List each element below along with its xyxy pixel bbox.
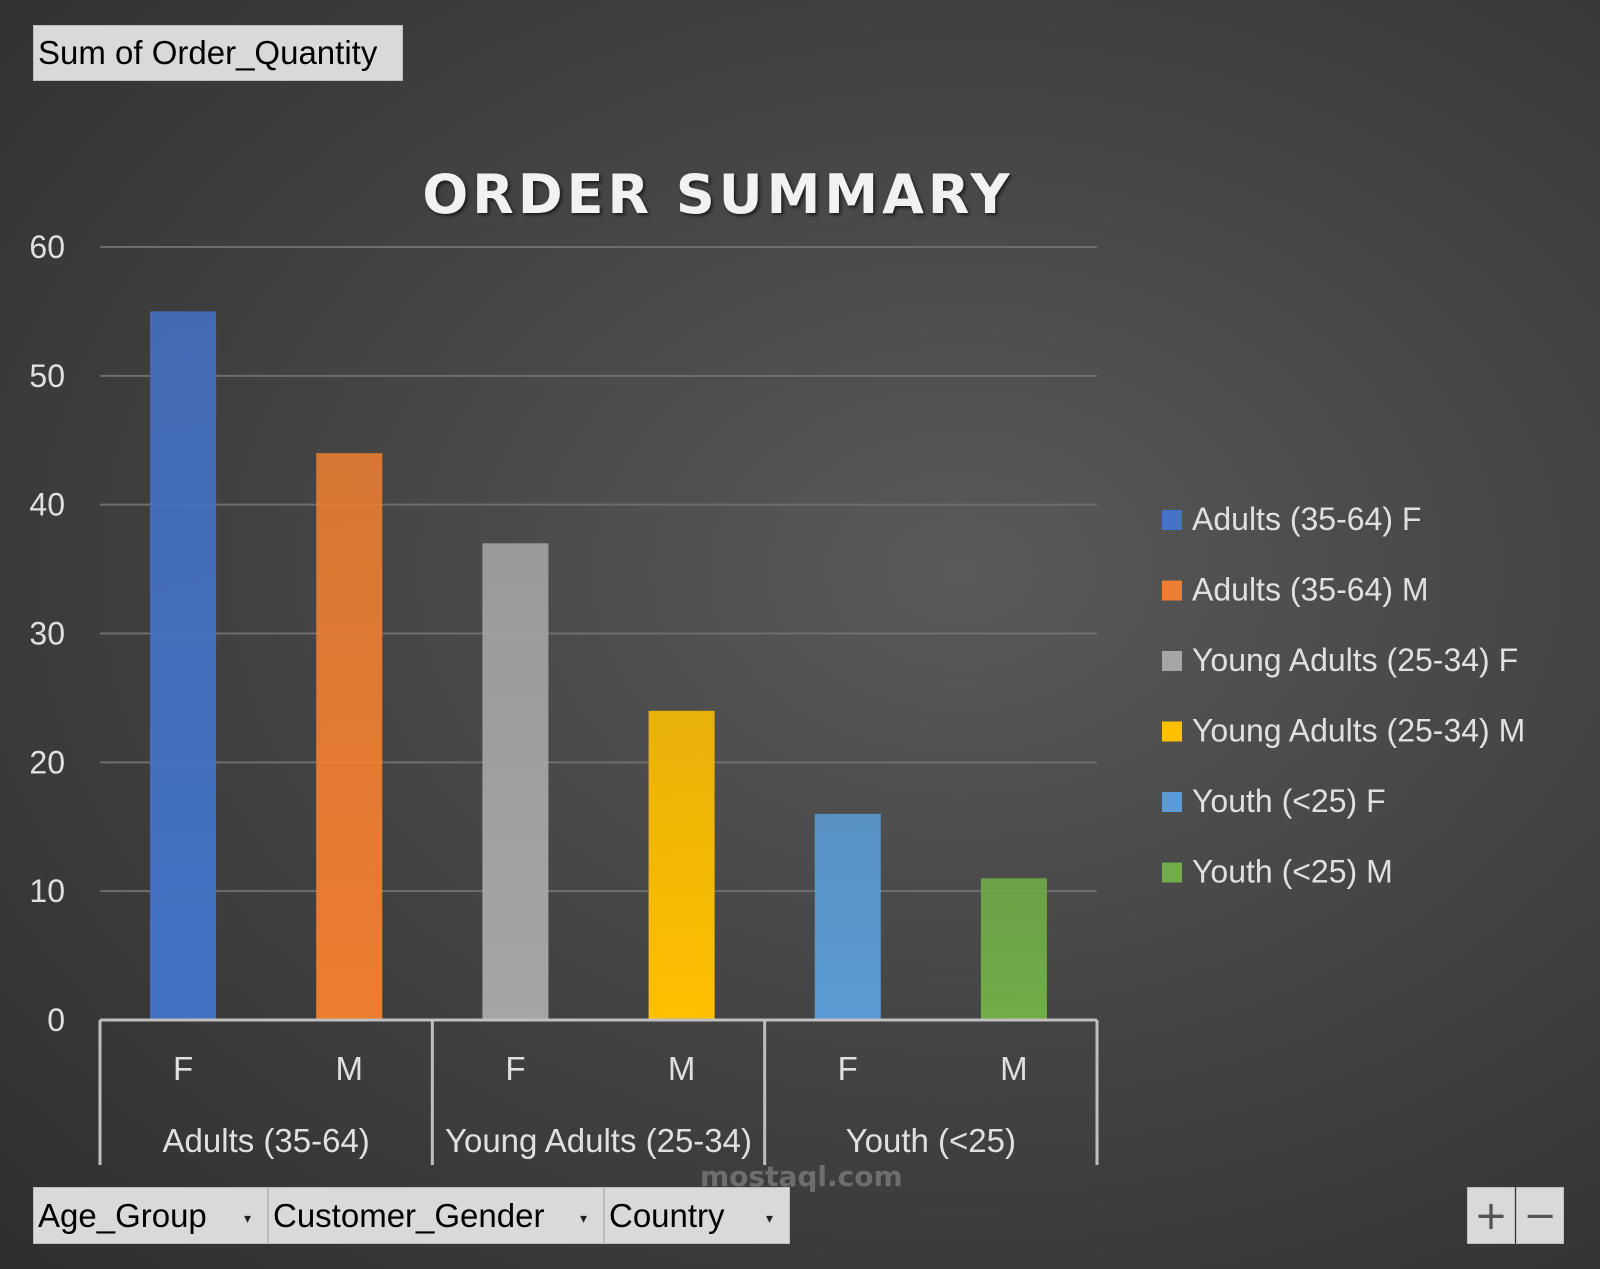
bar-highlight: [814, 813, 881, 1020]
legend: Adults (35-64) F Adults (35-64) M Young Ad…: [1162, 501, 1525, 890]
plus-icon: +: [1474, 1192, 1508, 1239]
watermark-text: mostaql.com: [700, 1160, 903, 1193]
legend-label: Youth (<25) M: [1192, 854, 1393, 890]
bar-young-adults-25-34-f: [482, 543, 549, 1020]
dropdown-arrow-icon[interactable]: ▾: [243, 1210, 251, 1226]
y-tick-label: 60: [29, 229, 65, 265]
y-tick-label: 0: [47, 1002, 65, 1038]
zoom-out-button[interactable]: −: [1516, 1187, 1564, 1244]
chart-title: ORDER SUMMARY: [422, 163, 1013, 226]
grid-lines: [100, 246, 1097, 893]
y-tick-label: 50: [29, 358, 65, 394]
bar-highlight: [482, 543, 549, 1020]
value-field-label: Sum of Order_Quantity: [38, 34, 378, 71]
x-category-label: M: [1000, 1050, 1028, 1087]
value-field-button[interactable]: Sum of Order_Quantity: [33, 25, 403, 81]
x-category-label: F: [505, 1050, 525, 1087]
legend-swatch: [1162, 580, 1182, 601]
x-category-label: F: [838, 1050, 858, 1087]
bar-youth-25-f: [814, 813, 881, 1020]
bar-highlight: [150, 311, 217, 1021]
x-group-label: Adults (35-64): [163, 1122, 370, 1159]
x-category-label: M: [668, 1050, 696, 1087]
customer-gender-field-label: Customer_Gender: [273, 1196, 545, 1234]
age-group-field-button[interactable]: Age_Group ▾: [33, 1187, 268, 1244]
country-field-button[interactable]: Country ▾: [604, 1187, 790, 1244]
bars: [150, 311, 1047, 1021]
legend-label: Youth (<25) F: [1192, 783, 1386, 819]
x-category-label: F: [173, 1050, 193, 1087]
dropdown-arrow-icon[interactable]: ▾: [765, 1210, 773, 1226]
legend-label: Young Adults (25-34) M: [1192, 713, 1525, 749]
country-field-label: Country: [609, 1196, 725, 1234]
legend-swatch: [1162, 651, 1182, 671]
x-group-label: Young Adults (25-34): [445, 1122, 752, 1159]
x-axis: F M Adults (35-64) F M Young Adults (25-34) F M…: [98, 1018, 1099, 1165]
age-group-field-label: Age_Group: [38, 1196, 207, 1234]
legend-swatch: [1162, 510, 1182, 530]
y-tick-label: 40: [29, 487, 65, 523]
watermark-logo: mostaql.com: [700, 1160, 903, 1193]
minus-icon: −: [1523, 1192, 1557, 1239]
bar-highlight: [980, 878, 1047, 1020]
y-tick-label: 20: [29, 744, 65, 780]
customer-gender-field-button[interactable]: Customer_Gender ▾: [268, 1187, 604, 1244]
bar-highlight: [648, 710, 715, 1020]
legend-swatch: [1162, 721, 1182, 742]
legend-swatch: [1162, 792, 1182, 812]
legend-label: Adults (35-64) F: [1192, 501, 1421, 537]
y-tick-label: 10: [29, 873, 65, 909]
legend-label: Adults (35-64) M: [1192, 572, 1429, 608]
bar-adults-35-64-m: [316, 453, 383, 1021]
x-category-label: M: [336, 1050, 364, 1087]
axis-field-buttons: Age_Group ▾ Customer_Gender ▾ Country ▾: [33, 1187, 790, 1244]
y-axis-ticks: 0 10 20 30 40 50 60: [29, 229, 65, 1038]
legend-swatch: [1162, 862, 1182, 883]
zoom-in-button[interactable]: +: [1467, 1187, 1515, 1244]
legend-label: Young Adults (25-34) F: [1192, 642, 1518, 678]
bar-youth-25-m: [980, 878, 1047, 1020]
bar-adults-35-64-f: [150, 311, 217, 1021]
bar-highlight: [316, 453, 383, 1021]
dropdown-arrow-icon[interactable]: ▾: [579, 1210, 587, 1226]
x-group-label: Youth (<25): [846, 1122, 1016, 1159]
bar-young-adults-25-34-m: [648, 710, 715, 1020]
y-tick-label: 30: [29, 616, 65, 652]
